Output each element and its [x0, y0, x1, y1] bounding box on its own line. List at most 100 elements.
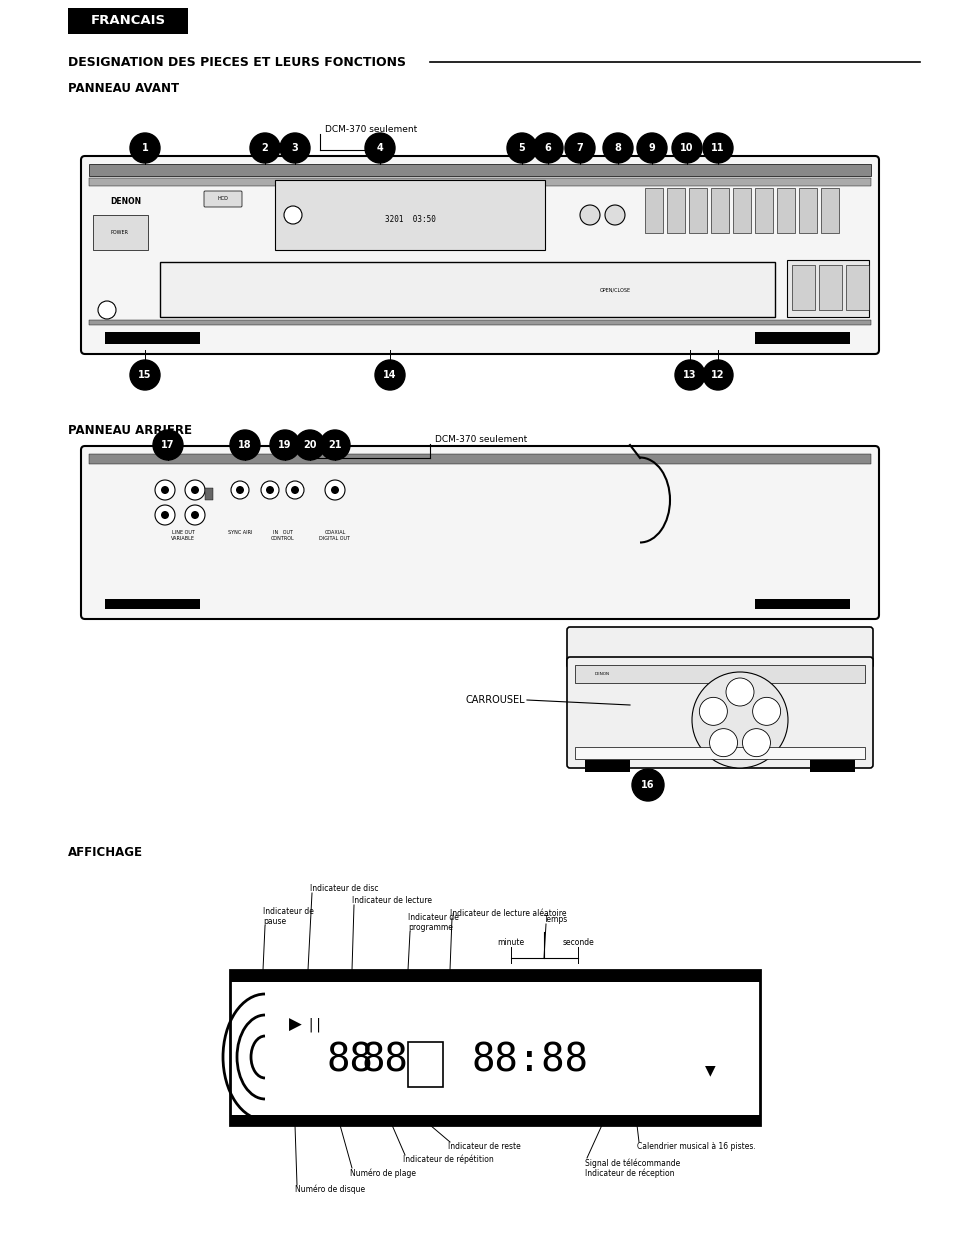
Text: 4: 4	[376, 143, 383, 153]
Circle shape	[533, 134, 562, 163]
Bar	[575, 666, 864, 683]
Text: LINE OUT
VARIABLE: LINE OUT VARIABLE	[171, 529, 194, 541]
Bar	[68, 7, 188, 33]
Circle shape	[231, 481, 249, 499]
Bar	[89, 454, 870, 464]
Circle shape	[185, 505, 205, 524]
Circle shape	[365, 134, 395, 163]
Text: Calendrier musical à 16 pistes.: Calendrier musical à 16 pistes.	[637, 1142, 755, 1150]
Text: 8: 8	[614, 143, 620, 153]
Bar	[754, 332, 849, 344]
Text: Indicateur de
pause: Indicateur de pause	[263, 907, 314, 927]
Text: 12: 12	[711, 370, 724, 380]
Text: OPEN/CLOSE: OPEN/CLOSE	[598, 287, 630, 292]
Circle shape	[604, 205, 624, 225]
Text: DENON: DENON	[595, 672, 609, 675]
Text: 11: 11	[711, 143, 724, 153]
Circle shape	[602, 134, 633, 163]
Bar	[230, 970, 760, 1124]
FancyBboxPatch shape	[81, 447, 878, 618]
Circle shape	[325, 480, 345, 500]
Text: Numéro de plage: Numéro de plage	[350, 1168, 416, 1178]
Circle shape	[266, 486, 274, 494]
Text: 3201  03:50: 3201 03:50	[384, 215, 435, 224]
Bar	[89, 165, 870, 176]
Circle shape	[741, 729, 770, 757]
Circle shape	[375, 360, 405, 390]
Text: PANNEAU AVANT: PANNEAU AVANT	[68, 82, 179, 94]
Text: DCM-370 seulement: DCM-370 seulement	[325, 125, 416, 135]
Bar	[710, 188, 728, 233]
Bar	[575, 747, 864, 760]
FancyBboxPatch shape	[566, 657, 872, 768]
Text: PANNEAU ARRIERE: PANNEAU ARRIERE	[68, 423, 192, 437]
FancyBboxPatch shape	[81, 156, 878, 354]
Text: 6: 6	[544, 143, 551, 153]
Text: ||: ||	[306, 1018, 323, 1032]
Text: 2: 2	[261, 143, 268, 153]
Text: 5: 5	[518, 143, 525, 153]
Text: 20: 20	[303, 440, 316, 450]
Text: Indicateur de lecture aléatoire: Indicateur de lecture aléatoire	[450, 909, 566, 918]
Text: Indicateur de lecture: Indicateur de lecture	[352, 896, 432, 905]
Bar	[666, 188, 684, 233]
Circle shape	[130, 360, 160, 390]
Bar	[786, 260, 868, 317]
Circle shape	[230, 430, 260, 460]
Bar	[105, 332, 200, 344]
Circle shape	[185, 480, 205, 500]
Circle shape	[161, 511, 169, 520]
Text: 13: 13	[682, 370, 696, 380]
Circle shape	[637, 134, 666, 163]
Text: Signal de télécommande
Indicateur de réception: Signal de télécommande Indicateur de réc…	[584, 1158, 679, 1179]
Circle shape	[270, 430, 299, 460]
Text: 14: 14	[383, 370, 396, 380]
Text: 3: 3	[292, 143, 298, 153]
Circle shape	[564, 134, 595, 163]
Text: minute: minute	[497, 938, 524, 948]
Circle shape	[702, 134, 732, 163]
Text: seconde: seconde	[561, 938, 594, 948]
Circle shape	[152, 430, 183, 460]
Circle shape	[284, 207, 302, 224]
Circle shape	[161, 486, 169, 494]
Circle shape	[752, 698, 780, 725]
Circle shape	[675, 360, 704, 390]
Circle shape	[506, 134, 537, 163]
Bar	[274, 181, 544, 250]
Bar	[408, 1042, 442, 1087]
Bar	[754, 599, 849, 609]
Text: 88:88: 88:88	[471, 1042, 588, 1079]
FancyBboxPatch shape	[566, 627, 872, 668]
Bar	[732, 188, 750, 233]
Text: 19: 19	[278, 440, 292, 450]
Text: 88: 88	[326, 1042, 373, 1079]
Circle shape	[191, 486, 199, 494]
Circle shape	[579, 205, 599, 225]
Bar	[821, 188, 838, 233]
Bar	[644, 188, 662, 233]
Text: CARROUSEL: CARROUSEL	[465, 695, 524, 705]
Circle shape	[250, 134, 280, 163]
Circle shape	[319, 430, 350, 460]
Text: Temps: Temps	[543, 915, 568, 924]
Text: ▼: ▼	[704, 1063, 715, 1077]
Bar	[818, 265, 841, 310]
Circle shape	[98, 301, 116, 319]
Text: COAXIAL
DIGITAL OUT: COAXIAL DIGITAL OUT	[319, 529, 350, 541]
Bar	[584, 760, 629, 772]
Text: IN   OUT
CONTROL: IN OUT CONTROL	[271, 529, 294, 541]
Text: 21: 21	[328, 440, 341, 450]
Circle shape	[286, 481, 304, 499]
Circle shape	[702, 360, 732, 390]
Text: 15: 15	[138, 370, 152, 380]
Circle shape	[725, 678, 753, 706]
Bar	[230, 1115, 760, 1124]
Text: 7: 7	[576, 143, 583, 153]
Text: 16: 16	[640, 781, 654, 790]
Circle shape	[191, 511, 199, 520]
Text: POWER: POWER	[111, 230, 129, 235]
Text: Indicateur de
programme: Indicateur de programme	[408, 913, 458, 931]
Text: DESIGNATION DES PIECES ET LEURS FONCTIONS: DESIGNATION DES PIECES ET LEURS FONCTION…	[68, 56, 406, 68]
Text: 9: 9	[648, 143, 655, 153]
